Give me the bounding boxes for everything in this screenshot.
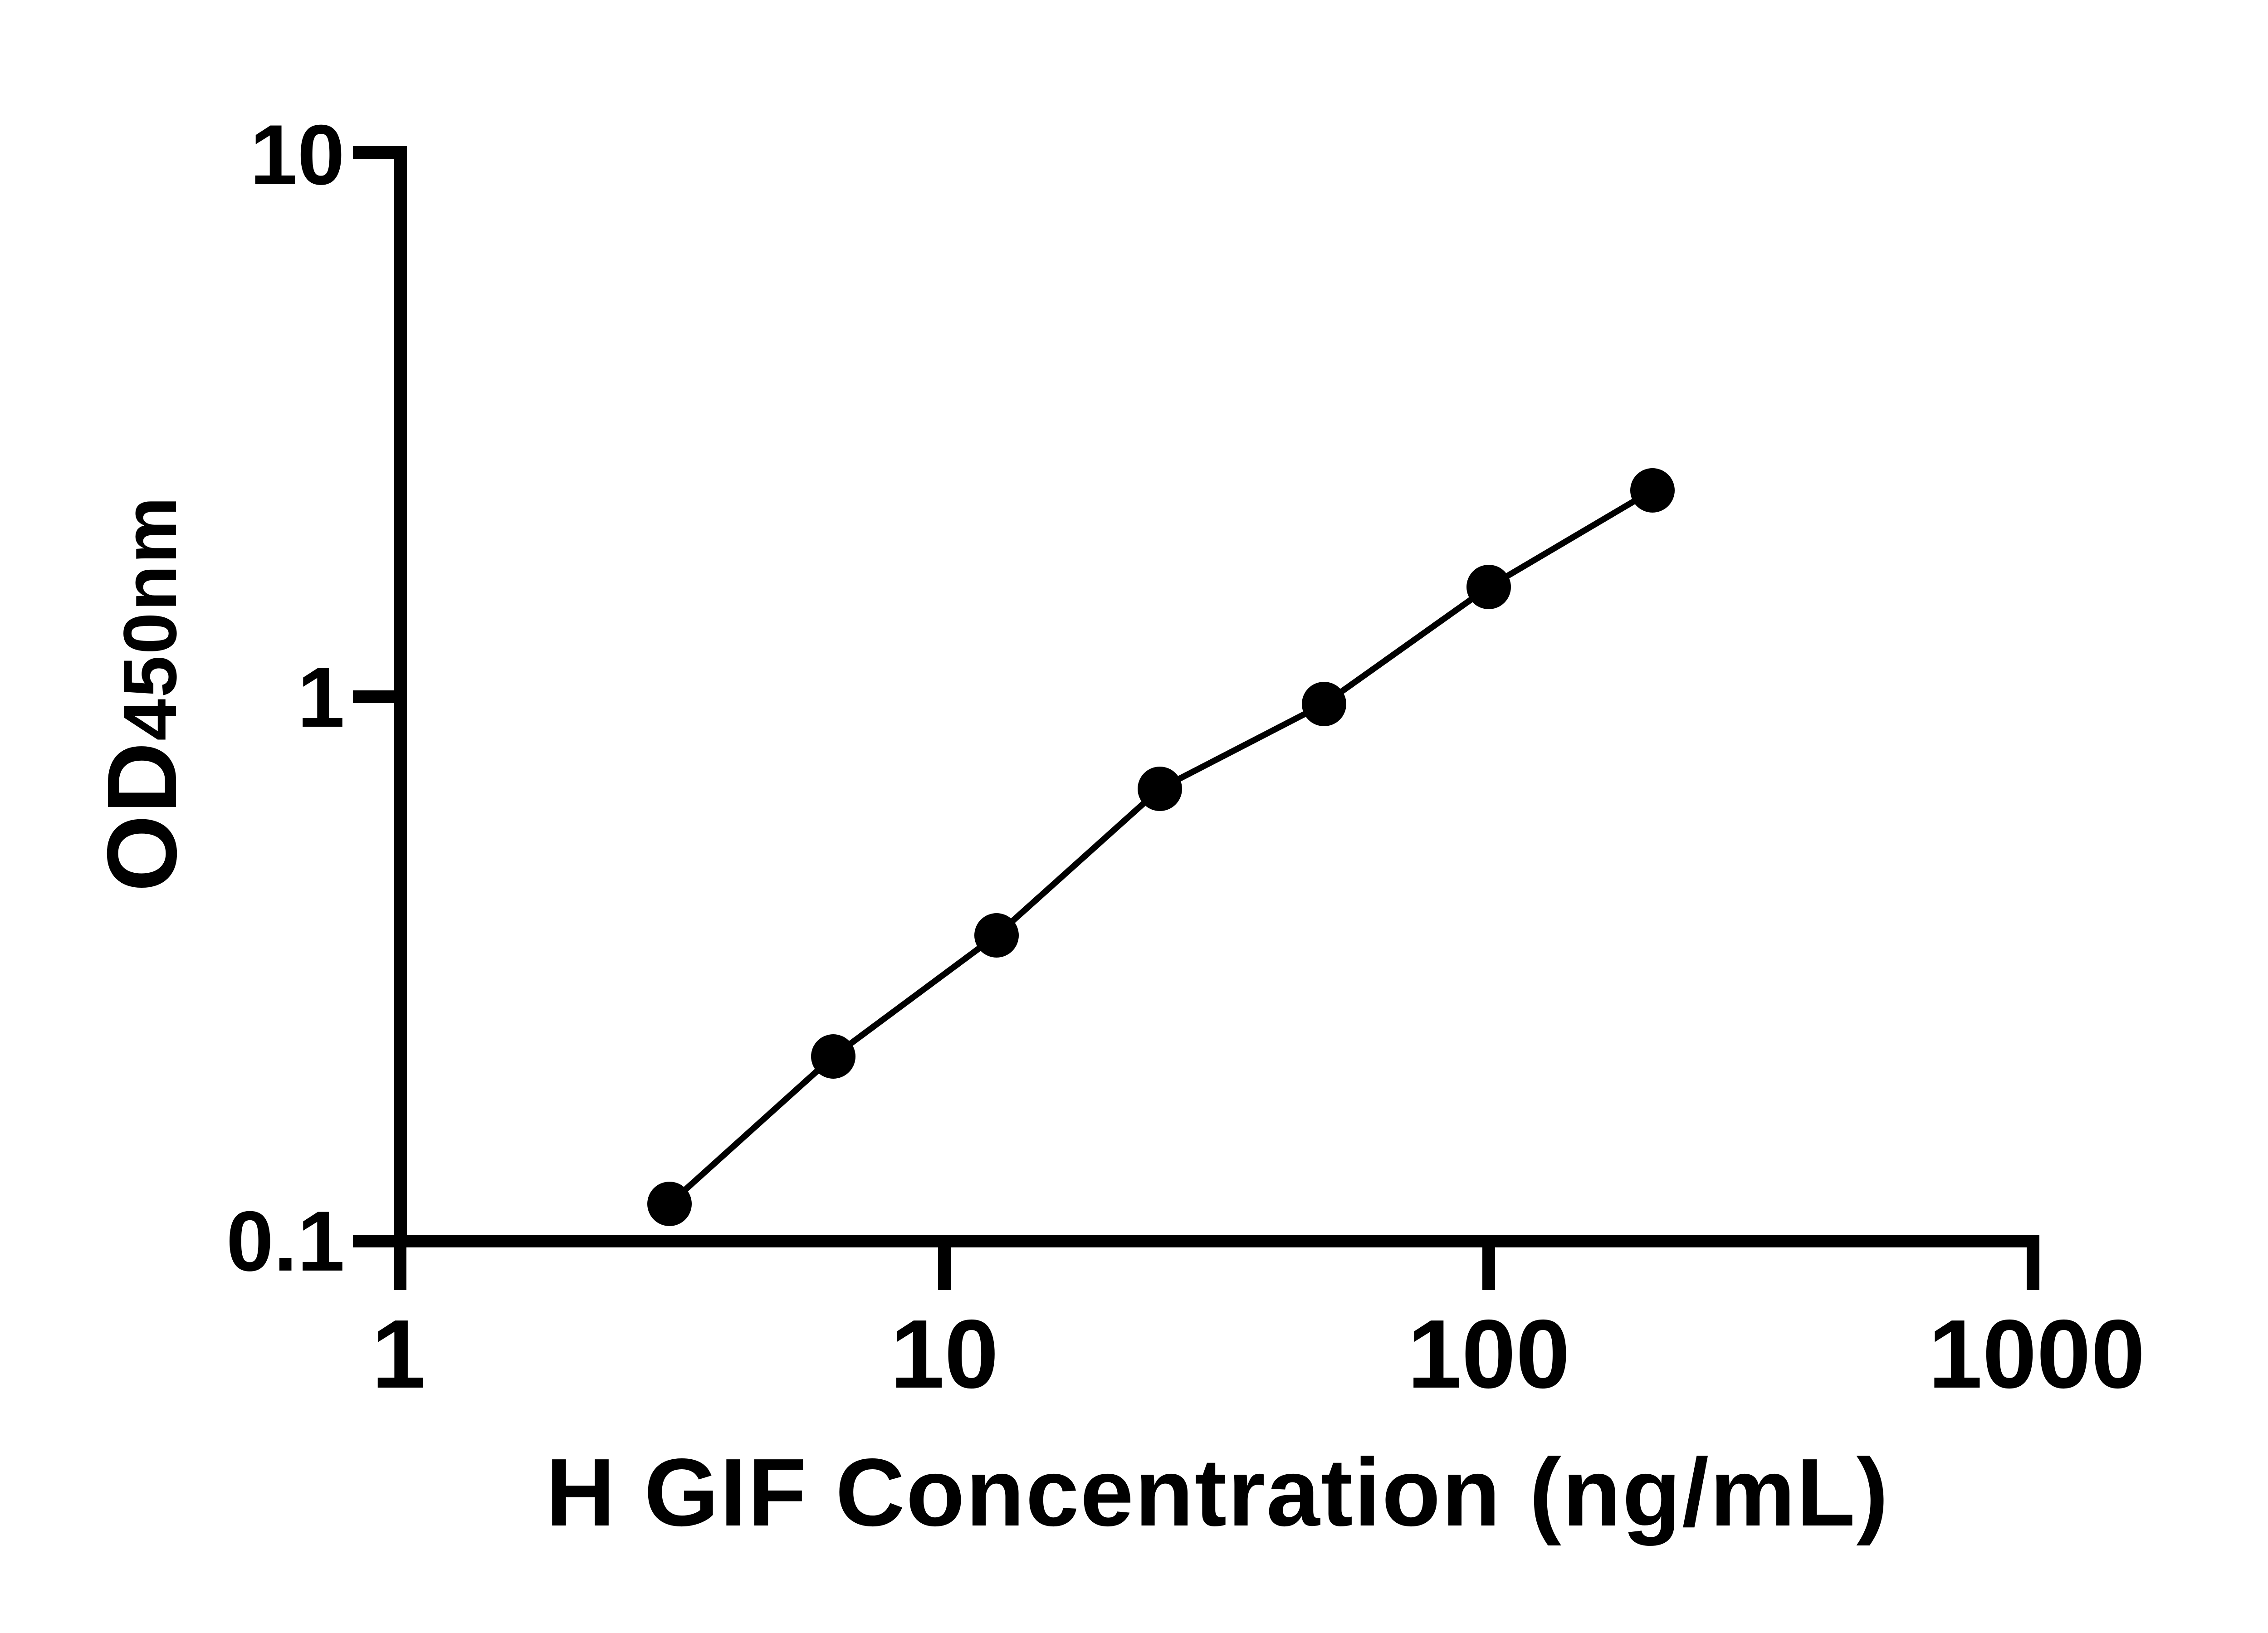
svg-text:0.1: 0.1 — [226, 1193, 345, 1289]
svg-text:1000: 1000 — [1928, 1299, 2145, 1408]
svg-text:1: 1 — [297, 650, 345, 745]
svg-text:10: 10 — [890, 1299, 998, 1408]
svg-text:10: 10 — [250, 107, 345, 202]
svg-text:100: 100 — [1408, 1299, 1570, 1408]
svg-text:H GIF Concentration (ng/mL): H GIF Concentration (ng/mL) — [546, 1438, 1888, 1546]
svg-text:1: 1 — [371, 1299, 426, 1408]
